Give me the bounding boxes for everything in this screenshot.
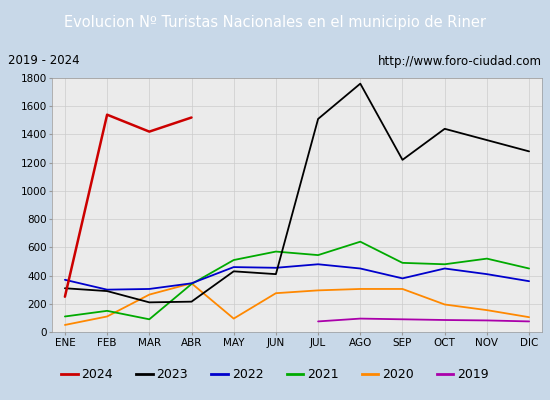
Text: Evolucion Nº Turistas Nacionales en el municipio de Riner: Evolucion Nº Turistas Nacionales en el m… <box>64 14 486 30</box>
Text: 2022: 2022 <box>232 368 263 380</box>
Text: 2021: 2021 <box>307 368 338 380</box>
Text: http://www.foro-ciudad.com: http://www.foro-ciudad.com <box>378 54 542 68</box>
Text: 2024: 2024 <box>81 368 113 380</box>
Text: 2019 - 2024: 2019 - 2024 <box>8 54 80 68</box>
Text: 2019: 2019 <box>457 368 489 380</box>
Text: 2023: 2023 <box>156 368 188 380</box>
Text: 2020: 2020 <box>382 368 414 380</box>
